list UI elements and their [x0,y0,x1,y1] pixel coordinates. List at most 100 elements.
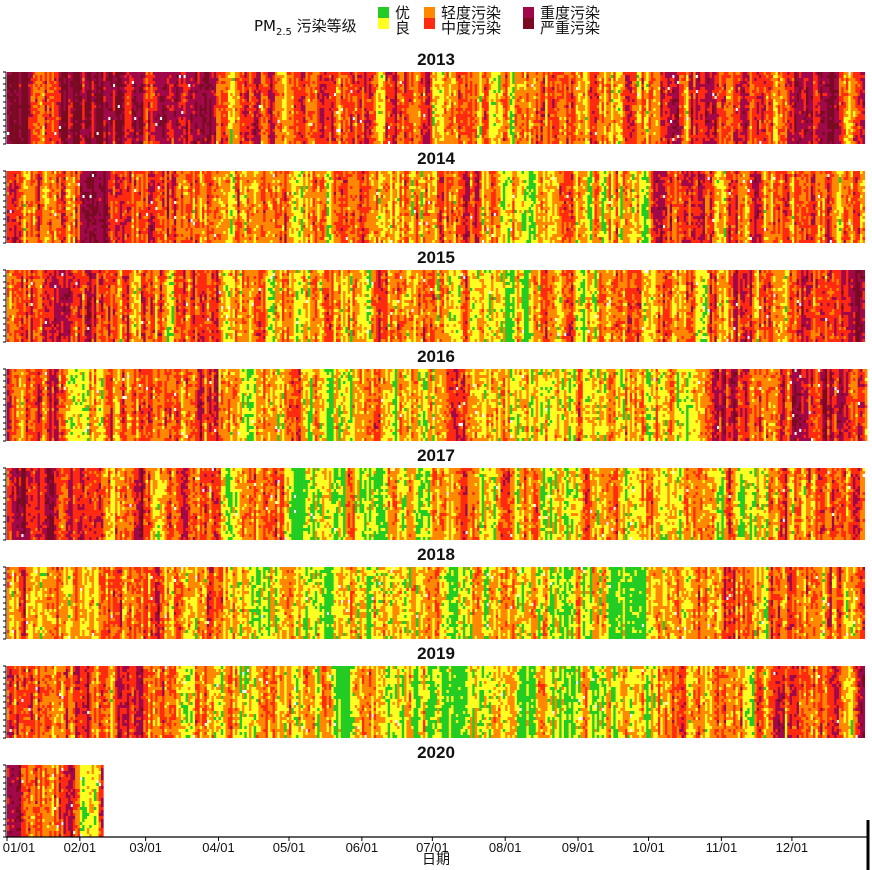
heatmap-cell [33,216,36,225]
heatmap-cell [110,240,113,243]
heatmap-cell [341,99,344,105]
heatmap-cell [505,78,508,120]
heatmap-cell [493,138,496,141]
heatmap-cell [12,213,15,219]
heatmap-cell [247,189,250,192]
heatmap-cell [397,102,400,105]
heatmap-cell [132,90,135,99]
heatmap-cell [357,84,360,90]
heatmap-cell [484,78,487,84]
heatmap-cell [327,72,330,78]
heatmap-cell [49,141,52,144]
heatmap-cell [219,72,222,75]
heatmap-cell [56,228,59,237]
heatmap-cell [533,120,536,123]
heatmap-cell [261,72,264,84]
heatmap-cell [395,138,398,141]
heatmap-cell [677,132,680,135]
heatmap-cell [775,87,778,102]
heatmap-cell [256,99,259,102]
heatmap-cell [298,231,301,237]
heatmap-cell [374,201,377,231]
heatmap-cell [127,84,130,96]
heatmap-cell [355,96,358,108]
heatmap-cell [395,201,398,204]
heatmap-cell [632,87,635,90]
heatmap-cell [146,171,149,189]
heatmap-cell [790,132,793,144]
heatmap-cell [844,84,847,93]
heatmap-cell [526,81,529,84]
heatmap-cell [219,111,222,141]
heatmap-cell [301,207,304,213]
heatmap-cell [409,141,412,144]
heatmap-cell [7,75,10,90]
heatmap-cell [139,174,142,177]
heatmap-cell [350,114,353,132]
heatmap-cell [402,81,405,84]
heatmap-cell [16,210,19,216]
heatmap-cell [249,240,252,243]
heatmap-cell [853,138,856,141]
heatmap-cell [75,174,78,183]
heatmap-cell [362,123,365,132]
heatmap-cell [115,141,118,144]
heatmap-cell [374,141,377,144]
heatmap-cell [296,132,299,141]
heatmap-cell [254,213,257,228]
heatmap-cell [237,78,240,90]
heatmap-cell [630,138,633,144]
heatmap-cell [303,123,306,141]
heatmap-cell [68,135,71,138]
heatmap-cell [536,123,539,126]
heatmap-cell [806,129,809,132]
heatmap-cell [14,201,17,204]
heatmap-cell [273,177,276,180]
heatmap-cell [486,72,489,78]
heatmap-cell [757,102,760,114]
heatmap-cell [235,123,238,135]
heatmap-cell [566,120,569,123]
heatmap-cell [157,228,160,234]
heatmap-cell [806,87,809,105]
heatmap-cell [536,99,539,111]
heatmap-cell [287,216,290,222]
heatmap-cell [815,135,818,138]
heatmap-cell [322,189,325,210]
heatmap-cell [287,192,290,195]
heatmap-cell [738,141,741,144]
heatmap-cell [87,207,90,210]
heatmap-cell [273,186,276,192]
heatmap-cell [461,72,464,75]
heatmap-cell [463,111,466,126]
heatmap-cell [143,219,146,228]
heatmap-cell [712,99,715,105]
heatmap-cell [223,135,226,144]
heatmap-cell [59,198,62,204]
heatmap-cell [211,234,214,243]
heatmap-cell [822,123,825,132]
heatmap-cell [127,99,130,102]
heatmap-cell [338,213,341,234]
heatmap-cell [256,129,259,144]
heatmap-cell [649,111,652,117]
heatmap-cell [146,192,149,207]
heatmap-cell [82,138,85,144]
heatmap-cell [470,72,473,78]
heatmap-cell [550,93,553,96]
heatmap-cell [799,141,802,144]
heatmap-cell [26,231,29,237]
heatmap-cell [775,129,778,144]
heatmap-cell [818,75,821,93]
heatmap-cell [258,129,261,132]
heatmap-cell [327,207,330,216]
heatmap-cell [348,126,351,129]
heatmap-cell [216,108,219,123]
heatmap-cell [343,72,346,75]
heatmap-cell [822,93,825,96]
heatmap-cell [369,129,372,135]
heatmap-cell [712,90,715,93]
heatmap-cell [768,90,771,102]
heatmap-cell [266,171,269,189]
heatmap-cell [578,138,581,141]
